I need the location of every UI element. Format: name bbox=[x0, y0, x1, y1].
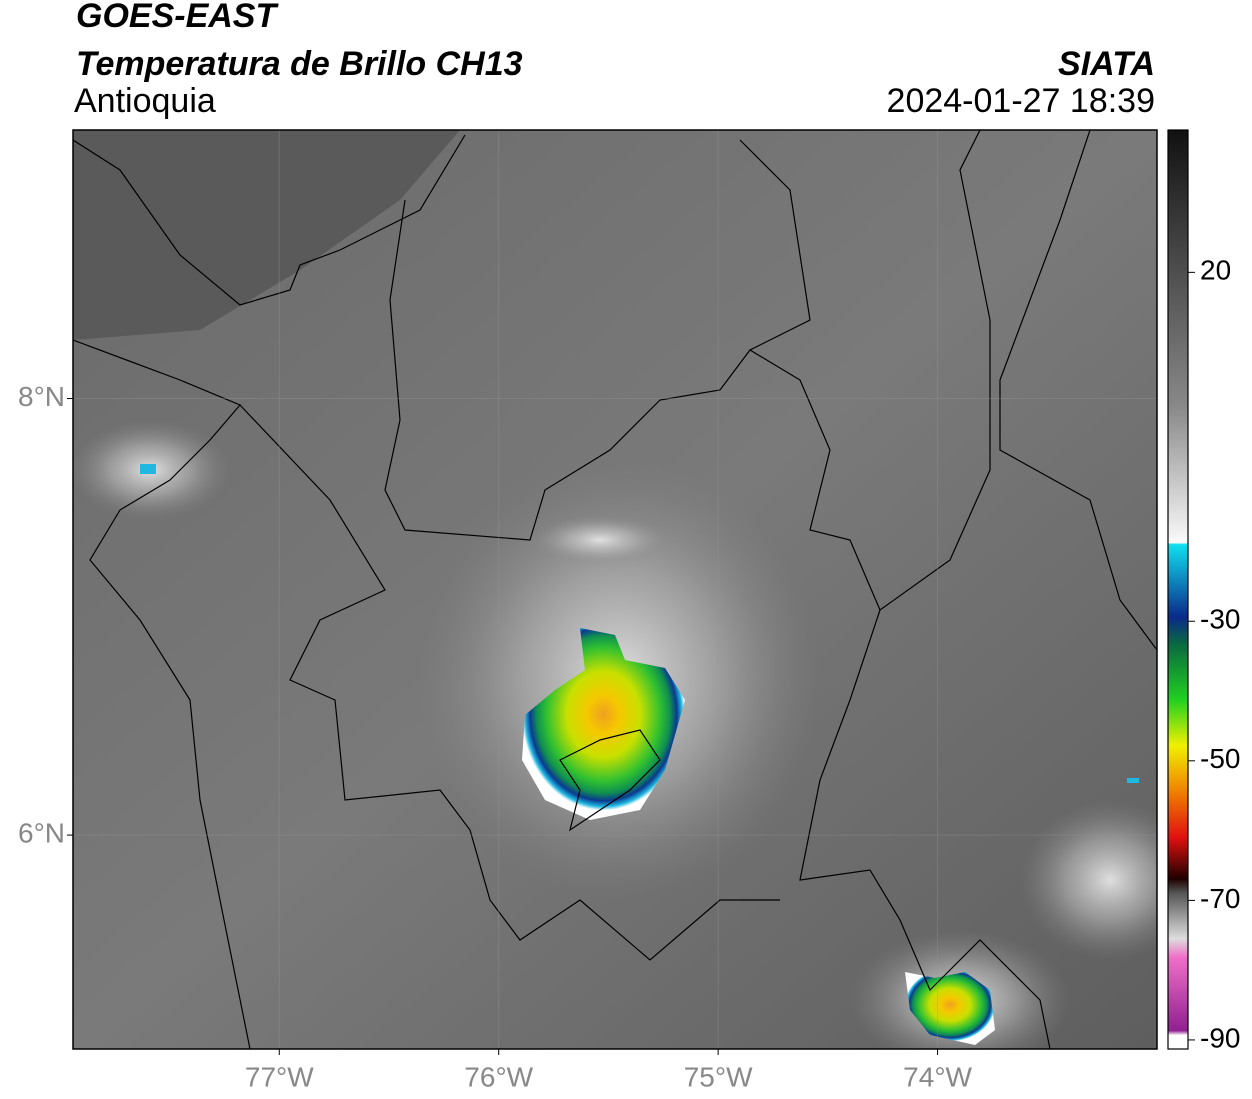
y-tick-label: 8°N bbox=[18, 381, 65, 412]
x-tick-label: 77°W bbox=[245, 1061, 314, 1092]
cloud-haze bbox=[530, 515, 670, 565]
colorbar-tick-label: -50 bbox=[1200, 743, 1240, 774]
cloud-haze bbox=[1020, 800, 1157, 960]
boundary bbox=[239, 404, 780, 961]
y-tick-label: 6°N bbox=[18, 817, 65, 848]
colorbar-tick-label: -70 bbox=[1200, 883, 1240, 914]
colorbar-tick-label: -90 bbox=[1200, 1022, 1240, 1053]
convective-cell bbox=[905, 972, 995, 1045]
region: Antioquia bbox=[74, 82, 216, 120]
timestamp: 2024-01-27 18:39 bbox=[887, 82, 1155, 120]
map-frame bbox=[72, 129, 1158, 1050]
colorbar-tick-label: 20 bbox=[1200, 255, 1231, 286]
convective-cell bbox=[522, 628, 685, 820]
boundary bbox=[384, 139, 811, 541]
coastline bbox=[73, 134, 466, 306]
cold-spot bbox=[1127, 778, 1139, 783]
boundary bbox=[799, 609, 1051, 1049]
coastline bbox=[73, 339, 251, 1049]
source: SIATA bbox=[1058, 45, 1155, 83]
sea bbox=[73, 130, 460, 340]
grid bbox=[73, 130, 1157, 1049]
map bbox=[73, 130, 1157, 1049]
x-tick-label: 76°W bbox=[464, 1061, 533, 1092]
title: GOES-EAST bbox=[76, 0, 279, 35]
colorbar bbox=[1167, 129, 1189, 1050]
subtitle: Temperatura de Brillo CH13 bbox=[76, 45, 523, 83]
boundary bbox=[559, 729, 661, 832]
x-tick-label: 74°W bbox=[903, 1061, 972, 1092]
cold-spot bbox=[140, 464, 156, 474]
boundary bbox=[999, 130, 1157, 651]
colorbar-tick-label: -30 bbox=[1200, 604, 1240, 635]
x-tick-label: 75°W bbox=[684, 1061, 753, 1092]
